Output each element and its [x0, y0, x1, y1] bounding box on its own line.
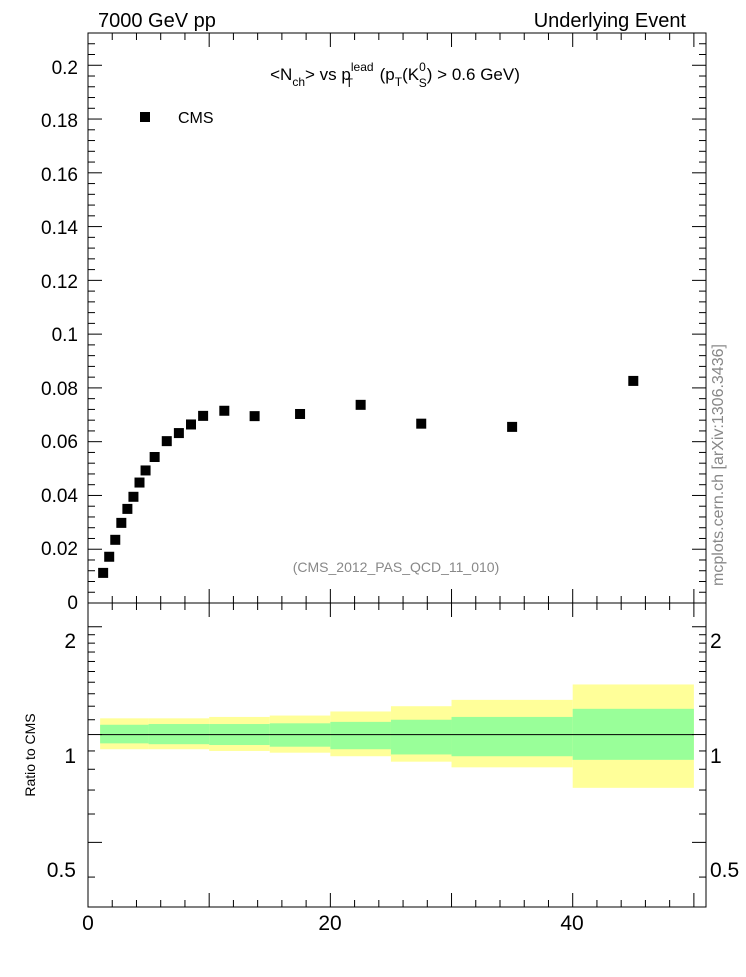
x-tick-label: 20: [318, 912, 341, 935]
ratio-y-tick-label: 1: [64, 745, 76, 768]
data-point: [219, 405, 230, 416]
ratio-green-band: [451, 716, 573, 757]
data-point: [149, 452, 160, 463]
legend-marker: [140, 112, 150, 122]
ratio-green-band: [390, 719, 452, 755]
ratio-y-tick-label-right: 2: [710, 630, 722, 653]
main-y-tick-label: 0.12: [41, 272, 78, 293]
main-y-tick-label: 0.02: [41, 539, 78, 560]
main-y-tick-label: 0.08: [41, 379, 78, 400]
legend-label: CMS: [178, 110, 214, 127]
main-y-tick-label: 0.2: [52, 58, 78, 79]
data-point: [128, 491, 139, 502]
ratio-panel-frame: [87, 602, 707, 908]
data-point: [355, 399, 366, 410]
main-y-tick-label: 0.1: [52, 325, 78, 346]
ratio-y-axis-title: Ratio to CMS: [22, 713, 38, 796]
data-point: [507, 421, 518, 432]
ratio-y-tick-labels: 2 1 0.5 2 1 0.5: [47, 630, 739, 882]
main-y-tick-label: 0.16: [41, 165, 78, 186]
ratio-green-band: [330, 721, 391, 750]
data-point: [134, 477, 145, 488]
main-y-tick-label: 0.14: [41, 218, 78, 239]
ratio-y-tick-label: 2: [64, 630, 76, 653]
main-plot-title: <Nch> vs plead T (pT(K0 S) > 0.6 GeV): [270, 60, 520, 90]
x-tick-label: 0: [82, 912, 94, 935]
main-y-tick-label: 0.04: [41, 486, 78, 507]
data-point: [140, 465, 151, 476]
main-y-tick-label: 0.18: [41, 111, 78, 132]
ratio-uncertainty-bands: [100, 684, 694, 788]
header-analysis-label: Underlying Event: [534, 10, 687, 32]
analysis-watermark: (CMS_2012_PAS_QCD_11_010): [293, 559, 500, 575]
data-point: [416, 418, 427, 429]
ratio-y-tick-label: 0.5: [47, 859, 76, 882]
data-point: [628, 375, 639, 386]
data-point: [116, 517, 127, 528]
main-y-tick-label: 0: [67, 593, 78, 614]
header-energy-label: 7000 GeV pp: [98, 10, 216, 32]
side-source-label: mcplots.cern.ch [arXiv:1306.3436]: [710, 344, 727, 586]
data-point: [98, 567, 109, 578]
data-point: [186, 419, 196, 430]
x-tick-label: 40: [560, 912, 583, 935]
data-point: [104, 551, 115, 562]
main-y-tick-label: 0.06: [41, 432, 78, 453]
cms-data-points: [98, 375, 639, 578]
main-y-tick-labels: 0.2 0.18 0.16 0.14 0.12 0.1 0.08 0.06 0.…: [41, 58, 78, 614]
ratio-y-tick-label-right: 1: [710, 745, 722, 768]
data-point: [161, 436, 172, 447]
data-point: [198, 410, 209, 421]
data-point: [122, 503, 133, 514]
data-point: [249, 411, 260, 422]
data-point: [173, 428, 184, 439]
data-point: [295, 408, 306, 419]
x-tick-labels: 0 20 40: [82, 912, 584, 935]
ratio-y-tick-label-right: 0.5: [710, 859, 739, 882]
data-point: [110, 534, 121, 545]
